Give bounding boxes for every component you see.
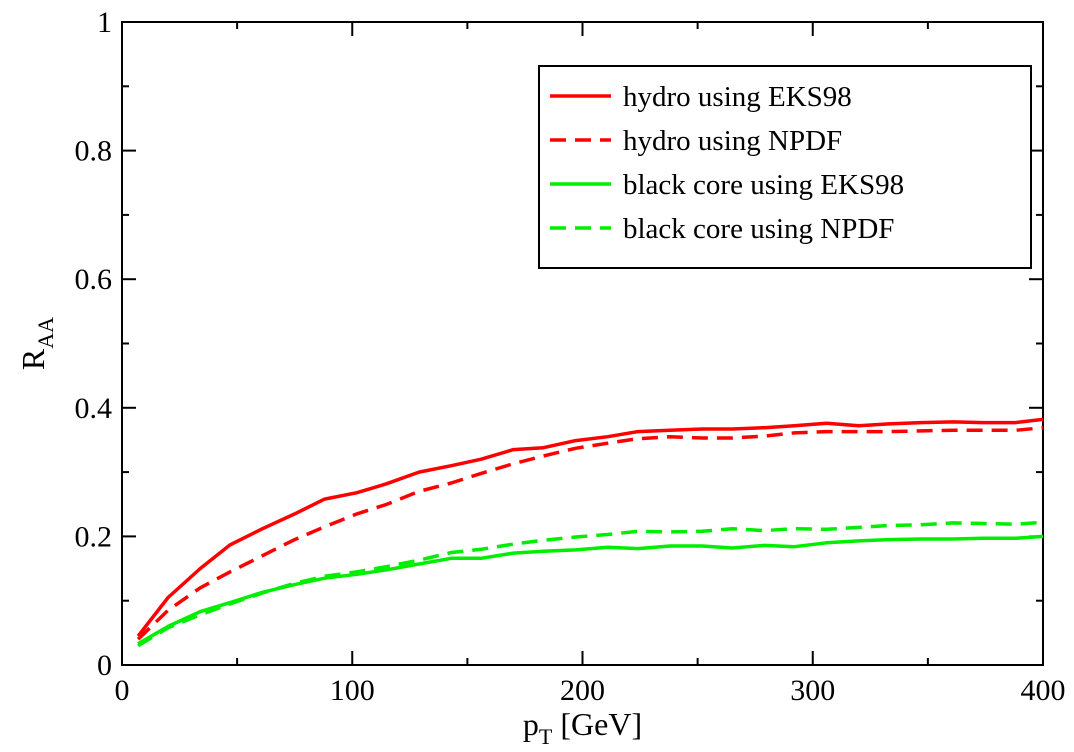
y-axis-label: RAA (15, 317, 58, 370)
x-tick-label: 300 (790, 674, 835, 707)
y-tick-label: 0.4 (75, 392, 113, 425)
y-axis-label-main: R (15, 348, 51, 370)
series-lines (136, 417, 1044, 648)
y-tick-label: 0.8 (75, 135, 113, 168)
series-line-2 (136, 425, 1044, 641)
x-tick-label: 100 (330, 674, 375, 707)
y-tick-label: 0.2 (75, 520, 113, 553)
x-axis-label-suffix: [GeV] (552, 706, 642, 742)
legend-entry-3: black core using EKS98 (623, 169, 904, 201)
series-line-4 (137, 520, 1044, 648)
legend-entry-4: black core using NPDF (623, 213, 894, 245)
legend-entry-1: hydro using EKS98 (623, 81, 852, 113)
x-tick-label: 200 (560, 674, 605, 707)
x-axis-label-main: p (523, 706, 539, 742)
legend: hydro using EKS98 hydro using NPDF black c… (538, 65, 1032, 269)
y-tick-label: 0 (97, 649, 112, 682)
y-tick-label: 0.6 (75, 263, 113, 296)
axes: 0 100 200 300 400 0 0.2 0.4 0.6 0.8 1 (75, 6, 1066, 707)
y-axis-label-sub: AA (33, 317, 58, 349)
legend-entry-2: hydro using NPDF (623, 125, 842, 157)
x-axis-label: pT [GeV] (523, 706, 642, 749)
series-line-3 (137, 534, 1044, 646)
x-tick-label: 0 (115, 674, 130, 707)
x-tick-label: 400 (1021, 674, 1066, 707)
y-tick-label: 1 (97, 6, 112, 39)
series-line-1 (136, 417, 1044, 638)
x-axis-label-sub: T (539, 724, 553, 749)
legend-box (538, 65, 1032, 269)
